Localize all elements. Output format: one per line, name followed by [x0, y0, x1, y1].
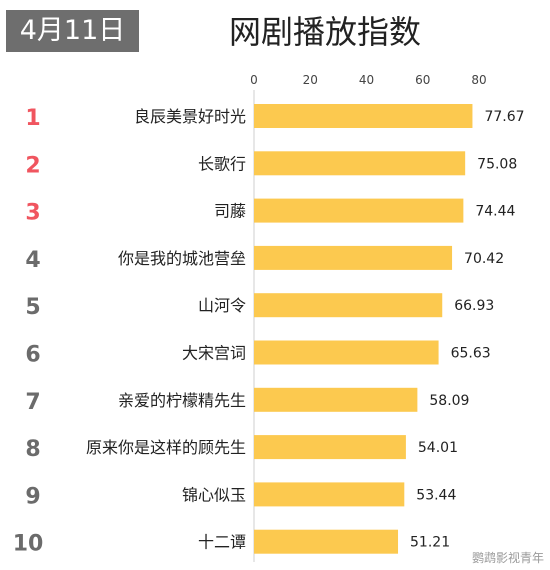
rank-number: 2	[25, 153, 40, 178]
value-label: 53.44	[416, 487, 456, 503]
rank-number: 8	[25, 437, 40, 462]
x-tick-label: 80	[471, 73, 486, 87]
bar	[254, 104, 473, 128]
rank-number: 5	[25, 295, 40, 320]
category-label: 原来你是这样的顾先生	[86, 438, 246, 457]
category-label: 司藤	[214, 202, 246, 221]
value-label: 65.63	[451, 346, 491, 362]
bar	[254, 482, 405, 507]
bar	[254, 198, 464, 223]
category-label: 山河令	[198, 296, 246, 315]
rank-number: 7	[25, 390, 40, 415]
rank-number: 3	[25, 201, 40, 226]
rank-number: 9	[25, 484, 40, 509]
value-label: 54.01	[418, 440, 458, 456]
category-label: 十二谭	[198, 533, 246, 552]
date-badge: 4月11日	[6, 10, 139, 52]
category-label: 大宋宫词	[182, 344, 246, 363]
value-label: 51.21	[410, 535, 450, 551]
x-tick-label: 20	[303, 73, 318, 87]
category-label: 锦心似玉	[182, 485, 246, 504]
x-tick-label: 60	[415, 73, 430, 87]
value-label: 58.09	[429, 393, 469, 409]
rank-number: 10	[13, 532, 44, 557]
bar	[254, 387, 418, 412]
bar	[254, 151, 466, 176]
value-label: 66.93	[454, 298, 494, 314]
rank-number: 1	[25, 106, 40, 131]
category-label: 亲爱的柠檬精先生	[118, 391, 246, 410]
bar	[254, 293, 443, 318]
category-label: 长歌行	[198, 154, 246, 173]
bar	[254, 245, 453, 270]
category-label: 良辰美景好时光	[134, 107, 246, 126]
value-label: 70.42	[464, 251, 504, 267]
bar	[254, 435, 406, 460]
bar	[254, 340, 439, 365]
value-label: 77.67	[484, 109, 524, 125]
bar	[254, 529, 399, 554]
rank-number: 6	[25, 343, 40, 368]
x-tick-label: 40	[359, 73, 374, 87]
x-tick-label: 0	[250, 73, 258, 87]
rank-number: 4	[25, 248, 40, 273]
value-label: 74.44	[475, 204, 515, 220]
category-label: 你是我的城池营垒	[118, 249, 246, 268]
watermark: 鹦鹉影视青年	[471, 551, 544, 565]
chart-title: 网剧播放指数	[228, 13, 421, 51]
value-label: 75.08	[477, 156, 517, 172]
